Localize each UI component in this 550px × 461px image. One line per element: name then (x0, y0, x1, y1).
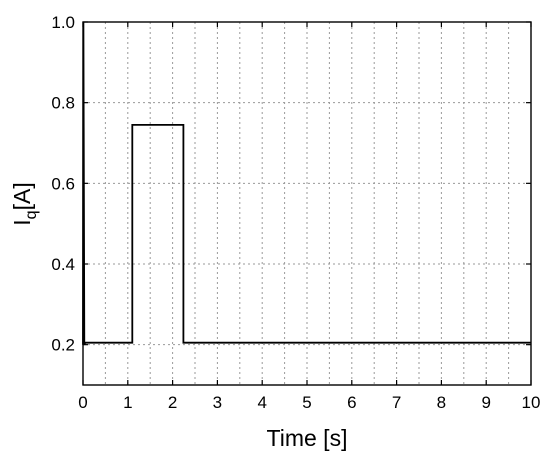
series-layer (82, 21, 531, 346)
x-tick-label: 1 (123, 393, 132, 412)
y-tick-label: 0.8 (51, 94, 75, 113)
x-tick-label: 6 (347, 393, 356, 412)
y-tick-label: 0.4 (51, 255, 75, 274)
x-axis-title: Time [s] (267, 425, 348, 451)
x-tick-label: 8 (437, 393, 446, 412)
y-tick-label: 0.6 (51, 174, 75, 193)
y-axis-title: Iq[A] (9, 182, 40, 225)
x-tick-label: 9 (481, 393, 490, 412)
x-tick-label: 2 (168, 393, 177, 412)
x-tick-label: 3 (213, 393, 222, 412)
x-tick-label: 0 (78, 393, 87, 412)
grid (83, 22, 531, 385)
y-axis-title-unit: [A] (9, 182, 35, 210)
x-tick-label: 7 (392, 393, 401, 412)
y-tick-label: 0.2 (51, 336, 75, 355)
y-tick-label: 1.0 (51, 13, 75, 32)
y-axis-title-subscript: q (23, 210, 40, 219)
series-line (82, 21, 531, 346)
tick-labels: 0 1 2 3 4 5 6 7 8 9 10 0.2 0.4 0.6 0.8 1.0 (51, 13, 540, 412)
x-tick-label: 10 (522, 393, 541, 412)
y-axis-title-main: I (9, 219, 35, 225)
ticks (82, 21, 532, 385)
x-tick-label: 5 (302, 393, 311, 412)
x-tick-label: 4 (257, 393, 266, 412)
